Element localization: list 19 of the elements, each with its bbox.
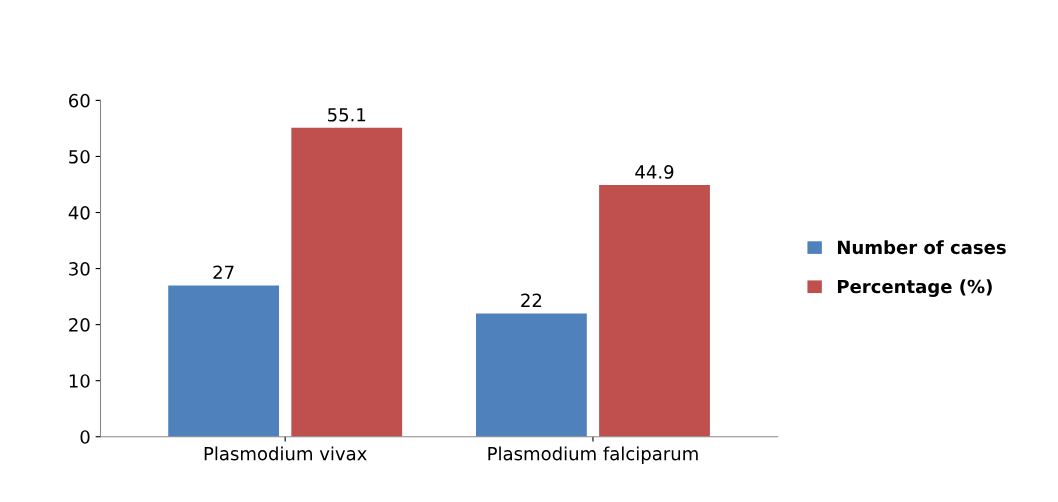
- y-tick-label: 30: [69, 262, 90, 276]
- y-tick-label: 0: [80, 430, 90, 444]
- bar: [168, 285, 280, 437]
- y-tick-label: 40: [68, 205, 90, 220]
- data-label: 27: [213, 265, 234, 279]
- data-label: 22: [521, 293, 542, 307]
- bar: [291, 127, 403, 437]
- y-tick-label: 60: [69, 93, 90, 108]
- legend-label: Number of cases: [837, 240, 1006, 255]
- x-tick-label: Plasmodium vivax: [204, 446, 367, 461]
- y-tick-label: 10: [69, 374, 90, 388]
- legend-label: Percentage (%): [837, 279, 992, 297]
- y-tick-label: 20: [69, 318, 90, 332]
- y-tick-label: 50: [69, 149, 90, 164]
- data-label: 44.9: [635, 165, 674, 179]
- bar: [476, 313, 587, 437]
- bar: [599, 185, 710, 437]
- x-tick-label: Plasmodium falciparum: [488, 446, 698, 464]
- data-label: 55.1: [328, 108, 366, 122]
